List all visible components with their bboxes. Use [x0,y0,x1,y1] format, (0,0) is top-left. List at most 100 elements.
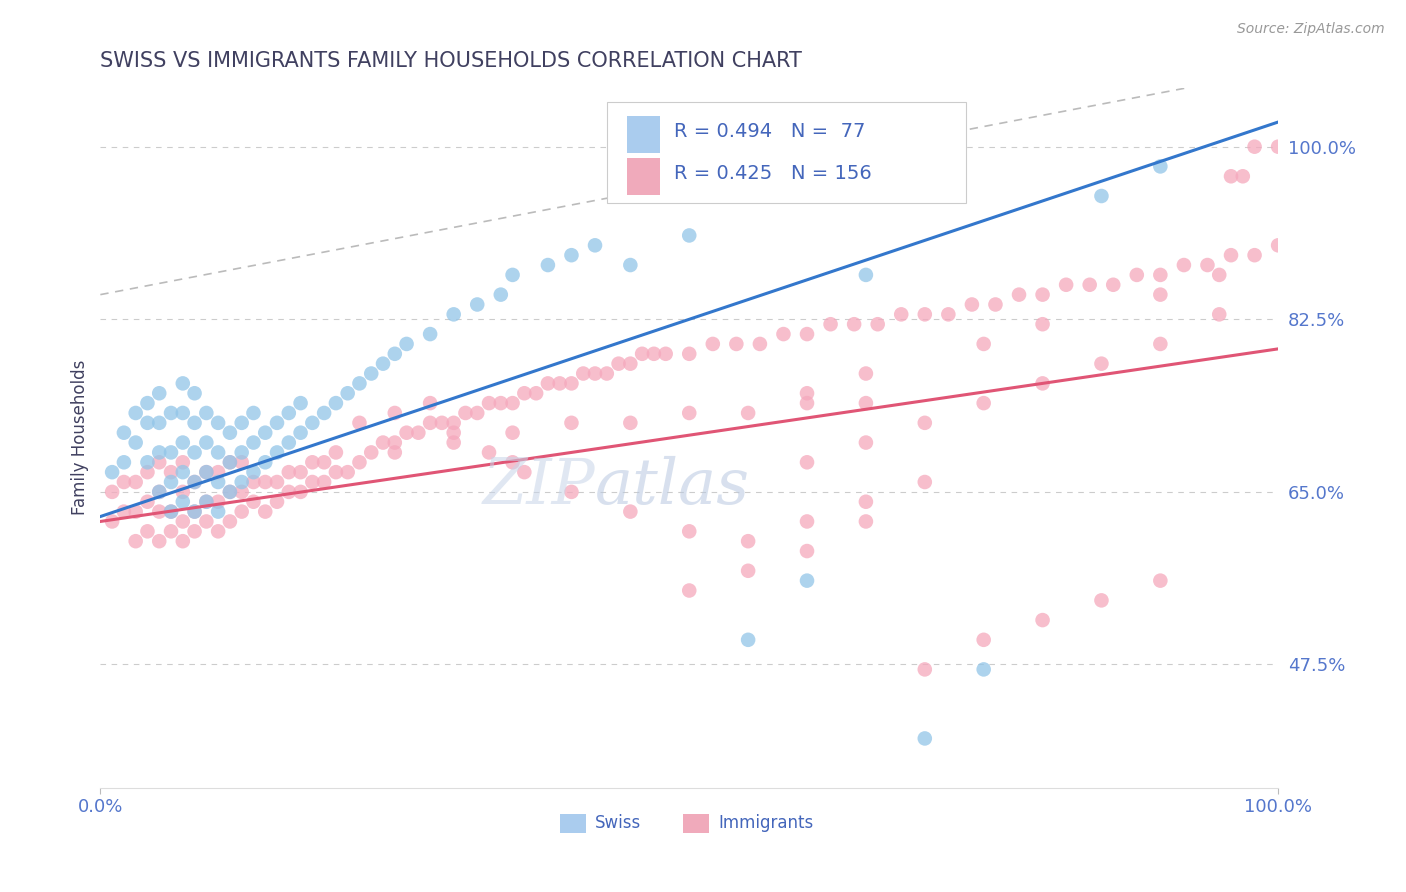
Point [231,505,253,519]
Point [242,475,264,489]
Point [136,455,159,469]
Point [502,425,524,440]
Point [678,583,700,598]
Point [973,396,995,410]
Point [1267,238,1289,252]
Point [172,494,194,508]
Point [619,416,641,430]
Point [349,455,371,469]
Text: SWISS VS IMMIGRANTS FAMILY HOUSEHOLDS CORRELATION CHART: SWISS VS IMMIGRANTS FAMILY HOUSEHOLDS CO… [100,51,803,70]
Point [195,515,218,529]
Point [160,505,183,519]
Point [548,376,571,391]
Point [796,544,818,558]
Point [1197,258,1219,272]
Point [160,406,183,420]
Text: atlas: atlas [595,456,749,517]
Point [125,534,148,549]
Point [207,505,229,519]
Point [960,297,983,311]
Point [314,406,336,420]
Point [619,258,641,272]
Point [183,524,205,539]
Point [242,406,264,420]
Point [336,386,359,401]
Point [678,347,700,361]
Point [1032,317,1054,331]
Point [254,425,277,440]
Point [443,425,465,440]
Point [737,632,759,647]
Point [136,465,159,479]
Point [796,574,818,588]
Point [183,475,205,489]
Point [384,435,406,450]
Point [371,357,394,371]
Point [678,524,700,539]
Point [384,406,406,420]
Point [796,386,818,401]
Point [748,337,770,351]
Point [172,406,194,420]
Point [489,287,512,301]
Point [1078,277,1101,292]
Point [231,445,253,459]
Point [702,337,724,351]
Point [219,455,242,469]
Point [136,494,159,508]
Point [796,515,818,529]
Point [136,524,159,539]
Point [537,376,560,391]
Point [160,524,183,539]
Point [560,248,582,262]
Point [183,416,205,430]
Point [290,465,312,479]
Point [583,367,606,381]
Point [160,445,183,459]
Point [301,475,323,489]
Point [231,416,253,430]
Point [973,632,995,647]
Point [1090,593,1112,607]
Point [1032,376,1054,391]
Point [125,406,148,420]
Text: R = 0.425   N = 156: R = 0.425 N = 156 [673,164,872,183]
Point [737,564,759,578]
Point [914,307,936,321]
Point [242,494,264,508]
Point [195,494,218,508]
Bar [627,116,659,153]
Point [277,406,299,420]
Point [914,416,936,430]
Point [266,416,288,430]
Point [254,455,277,469]
Point [148,445,170,459]
Point [112,455,135,469]
Point [537,258,560,272]
Point [1220,169,1243,184]
Point [443,435,465,450]
Point [360,445,382,459]
Point [183,505,205,519]
Point [207,445,229,459]
Point [855,494,877,508]
Point [266,475,288,489]
Point [136,416,159,430]
Point [1149,287,1171,301]
Point [384,347,406,361]
Point [207,494,229,508]
Point [395,337,418,351]
Point [148,386,170,401]
Point [125,505,148,519]
Point [1090,357,1112,371]
Point [1032,613,1054,627]
Point [1149,337,1171,351]
FancyBboxPatch shape [607,102,966,203]
Point [489,396,512,410]
Point [384,445,406,459]
Point [643,347,665,361]
Point [101,515,124,529]
Point [242,435,264,450]
Point [148,484,170,499]
Point [148,534,170,549]
